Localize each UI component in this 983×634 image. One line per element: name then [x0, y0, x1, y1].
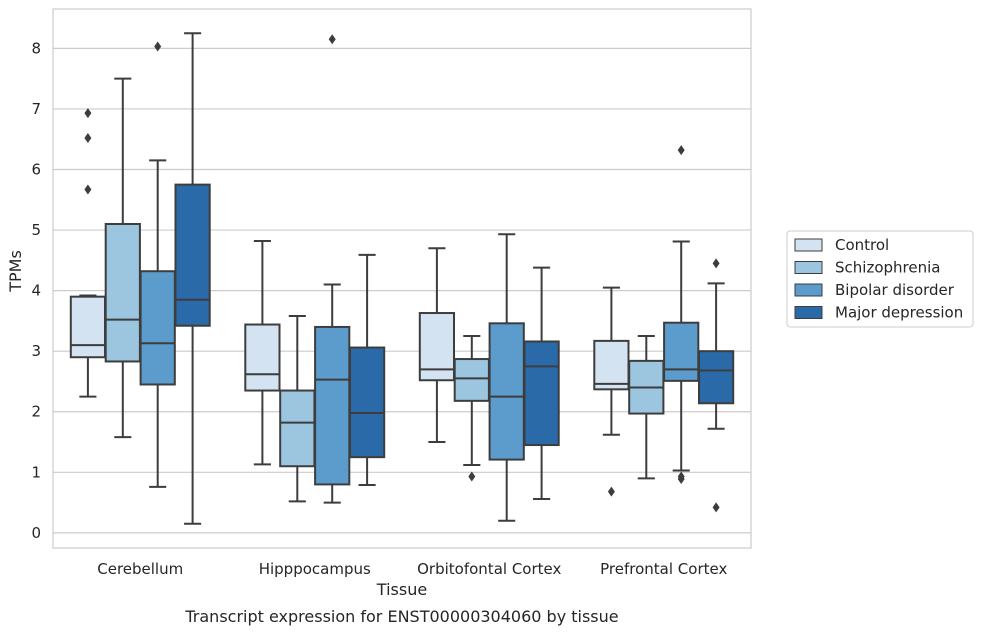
box-3-3 [488, 233, 525, 522]
legend-label-4: Major depression [835, 304, 963, 322]
box-2-3 [453, 335, 490, 482]
box-4-3 [523, 266, 560, 500]
legend-label-3: Bipolar disorder [835, 281, 955, 299]
legend-label-1: Control [835, 236, 889, 254]
box-plot-series [69, 32, 735, 525]
x-tick-label-3: Orbitofontal Cortex [417, 560, 561, 578]
outlier-point [84, 108, 92, 119]
legend: Control Schizophrenia Bipolar disorder Majo… [786, 230, 974, 328]
box-iqr [279, 389, 316, 468]
box-iqr [104, 222, 141, 363]
box-3-2 [314, 34, 351, 504]
box-iqr [697, 350, 735, 405]
outlier-point [328, 34, 336, 45]
y-tick-label-2: 2 [31, 403, 41, 421]
y-axis-ticks: 0 1 2 3 4 5 6 7 8 [31, 39, 41, 541]
box-3-1 [139, 41, 176, 488]
x-tick-label-4: Prefrontal Cortex [600, 560, 727, 578]
x-axis-label: Tissue [376, 580, 427, 599]
x-tick-label-2: Hipppocampus [259, 560, 371, 578]
x-axis-ticks: Cerebellum Hipppocampus Orbitofontal Corte… [97, 560, 727, 578]
outlier-point [677, 145, 685, 156]
box-iqr [523, 340, 560, 447]
box-iqr [453, 358, 490, 402]
y-tick-label-7: 7 [31, 100, 41, 118]
box-2-1 [104, 77, 141, 439]
outlier-point [712, 258, 720, 269]
outlier-point [84, 132, 92, 143]
box-1-3 [418, 247, 456, 444]
y-tick-label-3: 3 [31, 342, 41, 360]
outlier-point [84, 184, 92, 195]
box-iqr [244, 323, 281, 392]
outlier-point [468, 471, 476, 482]
y-tick-label-8: 8 [31, 39, 41, 57]
box-1-1 [69, 108, 107, 398]
box-iqr [139, 270, 176, 386]
y-axis-label: TPMs [6, 250, 25, 293]
box-iqr [663, 321, 700, 382]
chart-caption: Transcript expression for ENST0000030406… [184, 607, 618, 626]
outlier-point [607, 486, 615, 497]
box-iqr [348, 346, 386, 459]
box-iqr [174, 183, 211, 327]
legend-swatch-1 [794, 238, 823, 252]
y-tick-label-4: 4 [31, 282, 41, 300]
y-tick-label-6: 6 [31, 160, 41, 178]
legend-swatch-3 [794, 283, 823, 297]
box-iqr [593, 339, 630, 391]
box-4-1 [174, 32, 211, 525]
legend-swatch-2 [794, 261, 823, 274]
box-4-2 [348, 253, 386, 487]
box-iqr [488, 322, 525, 461]
box-2-4 [628, 335, 665, 480]
box-3-4 [663, 145, 700, 484]
y-tick-label-1: 1 [31, 463, 41, 481]
outlier-point [677, 473, 685, 484]
y-tick-label-0: 0 [31, 524, 41, 542]
y-tick-label-5: 5 [31, 221, 41, 239]
box-iqr [69, 295, 107, 359]
outlier-point [154, 41, 162, 52]
box-2-2 [279, 315, 316, 503]
legend-swatch-4 [794, 306, 823, 319]
box-4-4 [697, 258, 735, 513]
box-iqr [314, 325, 351, 486]
outlier-point [712, 502, 720, 513]
box-1-2 [244, 239, 281, 466]
legend-label-2: Schizophrenia [835, 259, 940, 277]
legend-frame [786, 230, 974, 328]
x-tick-label-1: Cerebellum [97, 560, 183, 578]
box-1-4 [593, 286, 630, 497]
legend-items: Control Schizophrenia Bipolar disorder Majo… [794, 236, 963, 322]
plot-frame [52, 8, 752, 549]
